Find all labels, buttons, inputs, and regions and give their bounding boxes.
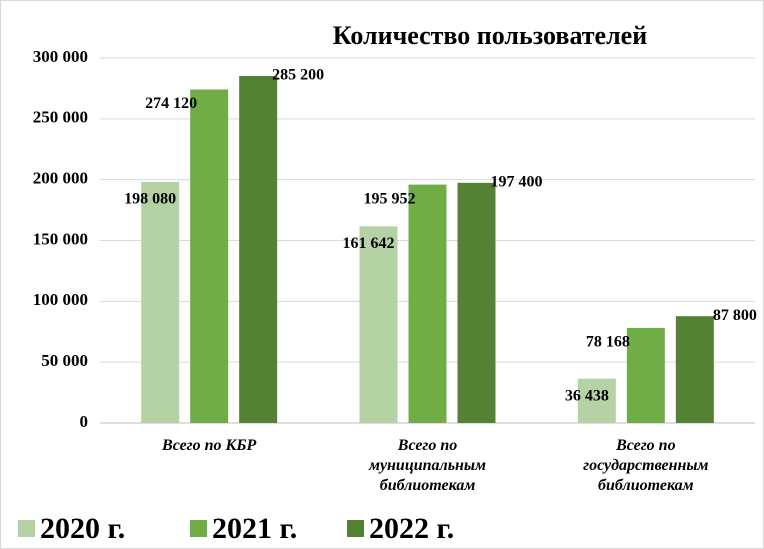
x-tick-label: Всего по государственным библиотекам — [583, 437, 709, 494]
bar — [408, 184, 447, 423]
x-tick-label: Всего по муниципальным библиотекам — [368, 437, 486, 494]
bar — [675, 316, 714, 423]
value-label: 198 080 — [124, 191, 176, 208]
y-tick-label: 250 000 — [33, 108, 88, 127]
y-tick-label: 300 000 — [33, 47, 88, 66]
value-label: 197 400 — [491, 174, 543, 191]
y-tick-label: 200 000 — [33, 169, 88, 188]
value-label: 274 120 — [145, 95, 197, 112]
value-label: 195 952 — [364, 190, 416, 207]
bar — [577, 378, 616, 423]
chart-title: Количество пользователей — [333, 21, 647, 50]
bar — [626, 327, 665, 423]
y-tick-label: 0 — [80, 412, 89, 431]
value-label: 78 168 — [586, 334, 630, 351]
legend-label: 2020 г. — [40, 512, 125, 545]
y-tick-label: 100 000 — [33, 290, 88, 309]
y-tick-label: 50 000 — [41, 351, 88, 370]
value-label: 87 800 — [713, 307, 757, 324]
legend-label: 2021 г. — [212, 512, 297, 545]
legend-swatch — [18, 520, 35, 537]
legend-swatch — [347, 520, 364, 537]
value-label: 36 438 — [565, 387, 609, 404]
value-label: 161 642 — [343, 235, 395, 252]
bar — [359, 226, 398, 423]
bar — [239, 76, 278, 424]
x-tick-label-box: Всего по муниципальным библиотекам — [368, 437, 486, 494]
value-label: 285 200 — [272, 67, 324, 84]
legend-label: 2022 г. — [369, 512, 454, 545]
legend-swatch — [190, 520, 207, 537]
bar — [141, 182, 180, 423]
x-tick-label-box: Всего по государственным библиотекам — [583, 437, 709, 494]
y-tick-label: 150 000 — [33, 229, 88, 248]
bar — [190, 89, 229, 423]
x-tick-label-box: Всего по КБР — [162, 437, 257, 454]
bar — [457, 182, 496, 423]
x-tick-label: Всего по КБР — [162, 437, 257, 454]
